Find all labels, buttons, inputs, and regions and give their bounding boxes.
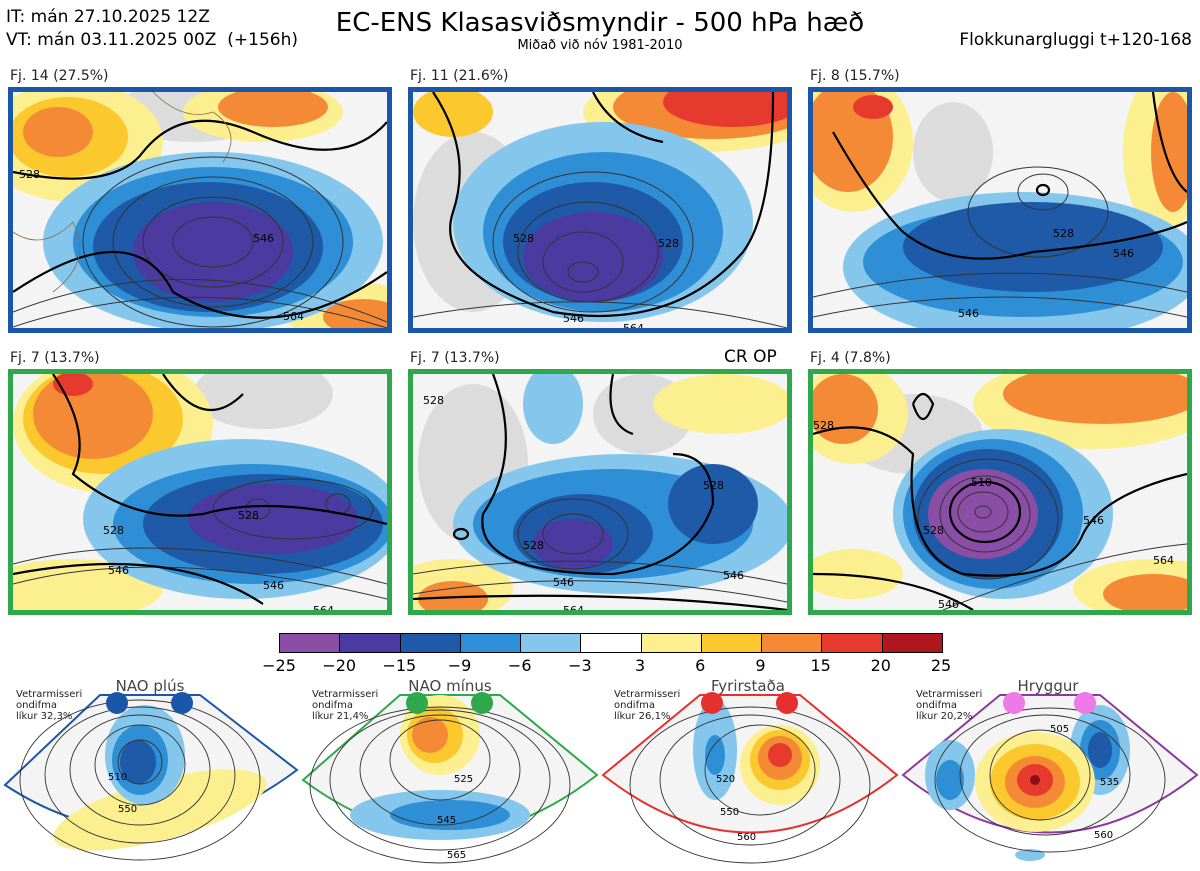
regime-note: Vetrarmisseri ondifma líkur 21,4% <box>312 689 379 722</box>
svg-text:525: 525 <box>454 774 473 785</box>
valid-time: VT: mán 03.11.2025 00Z (+156h) <box>6 30 298 50</box>
cluster-map-panel: 528 546 564 546 <box>808 87 1192 333</box>
colorbar-label: −9 <box>447 656 472 675</box>
regime-maps: 510 550 525 545 565 520 550 560 505 535 … <box>3 694 1199 864</box>
svg-text:510: 510 <box>108 772 127 783</box>
contour-label: 528 <box>703 479 724 492</box>
colorbar-label: 9 <box>755 656 766 675</box>
svg-text:520: 520 <box>716 774 735 785</box>
colorbar-segment <box>882 634 942 652</box>
svg-text:505: 505 <box>1050 724 1069 735</box>
colorbar-segment <box>460 634 522 652</box>
contour-label: 546 <box>253 232 274 245</box>
cluster-map-panel: 528 528 528 546 546 564 <box>408 369 792 615</box>
svg-text:565: 565 <box>447 850 466 861</box>
contour-label: 528 <box>1053 227 1074 240</box>
anomaly-colorbar <box>279 633 943 653</box>
colorbar-segment <box>822 634 883 652</box>
contour-label: 546 <box>938 598 959 610</box>
contour-label: 528 <box>513 232 534 245</box>
colorbar-label: −3 <box>568 656 592 675</box>
panel-caption: Fj. 11 (21.6%) <box>410 68 509 84</box>
svg-text:545: 545 <box>437 815 456 826</box>
colorbar-segment <box>581 634 642 652</box>
regime-dot-icon <box>1003 692 1025 714</box>
regime-dot-icon <box>171 692 193 714</box>
contour-label: 528 <box>923 524 944 537</box>
panel-caption: Fj. 14 (27.5%) <box>10 68 109 84</box>
control-run-tag: CR OP <box>724 347 777 367</box>
contour-label: 546 <box>1083 514 1104 527</box>
regime-dot-icon <box>776 692 798 714</box>
regime-title: Hryggur <box>1017 677 1079 695</box>
regime-title: NAO plús <box>115 677 185 695</box>
colorbar-segment <box>701 634 763 652</box>
colorbar-label: 3 <box>634 656 646 675</box>
colorbar-segment <box>641 634 702 652</box>
regime-dot-icon <box>701 692 723 714</box>
panel-caption: Fj. 7 (13.7%) <box>10 350 100 366</box>
svg-text:560: 560 <box>737 832 756 843</box>
regime-dot-icon <box>1074 692 1096 714</box>
regime-note: Vetrarmisseri ondifma líkur 20,2% <box>916 689 983 722</box>
colorbar-label: −6 <box>507 656 532 675</box>
colorbar-label: 25 <box>930 656 952 675</box>
cluster-map-panel: 510 528 528 546 546 564 <box>808 369 1192 615</box>
contour-label: 564 <box>623 322 644 328</box>
regime-dot-icon <box>471 692 493 714</box>
contour-label: 528 <box>238 509 259 522</box>
contour-label: 546 <box>723 569 744 582</box>
cluster-map-panel: 528 546 564 <box>8 87 392 333</box>
regime-dot-icon <box>106 692 128 714</box>
contour-label: 546 <box>563 312 584 325</box>
header-times: IT: mán 27.10.2025 12Z VT: mán 03.11.202… <box>6 6 298 52</box>
contour-label: 546 <box>263 579 284 592</box>
svg-text:535: 535 <box>1100 777 1119 788</box>
contour-label: 528 <box>423 394 444 407</box>
svg-text:560: 560 <box>1094 830 1113 841</box>
contour-label: 528 <box>19 168 40 181</box>
colorbar-segment <box>521 634 582 652</box>
contour-label: 528 <box>103 524 124 537</box>
colorbar-label: −20 <box>322 656 357 675</box>
colorbar-label: −25 <box>262 656 296 675</box>
contour-label: 546 <box>108 564 129 577</box>
page-subtitle: Miðað við nóv 1981-2010 <box>517 38 683 53</box>
contour-label: 528 <box>813 419 834 432</box>
regime-note: Vetrarmisseri ondifma líkur 32,3% <box>16 689 83 722</box>
classification-window: Flokkunargluggi t+120-168 <box>959 30 1192 50</box>
colorbar-segment <box>340 634 401 652</box>
page-title: EC-ENS Klasasviðsmyndir - 500 hPa hæð <box>335 8 865 38</box>
regime-title: Fyrirstaða <box>711 677 785 695</box>
colorbar-segment <box>400 634 461 652</box>
contour-label: 564 <box>1063 327 1084 328</box>
contour-label: 528 <box>523 539 544 552</box>
panel-caption: Fj. 8 (15.7%) <box>810 68 900 84</box>
panel-caption: Fj. 7 (13.7%) <box>410 350 500 366</box>
contour-label: 564 <box>563 604 584 610</box>
svg-text:550: 550 <box>118 804 137 815</box>
colorbar-segment <box>280 634 341 652</box>
colorbar-label: 20 <box>870 656 891 675</box>
colorbar-label: 15 <box>810 656 831 675</box>
colorbar-label: −15 <box>382 656 417 675</box>
regime-dot-icon <box>406 692 428 714</box>
colorbar-label: 6 <box>695 656 706 675</box>
regime-title: NAO mínus <box>408 677 492 695</box>
cluster-map-panel: 528 528 546 564 546 <box>8 369 392 615</box>
contour-label: 546 <box>1113 247 1134 260</box>
colorbar-segment <box>762 634 823 652</box>
contour-label: 546 <box>553 576 574 589</box>
svg-text:550: 550 <box>720 807 739 818</box>
contour-label: 564 <box>313 604 334 610</box>
contour-label: 510 <box>971 476 992 489</box>
panel-caption: Fj. 4 (7.8%) <box>810 350 891 366</box>
contour-label: 564 <box>1153 554 1174 567</box>
cluster-map-panel: 528 546 564 528 <box>408 87 792 333</box>
contour-label: 528 <box>658 237 679 250</box>
regime-note: Vetrarmisseri ondifma líkur 26,1% <box>614 689 681 722</box>
init-time: IT: mán 27.10.2025 12Z <box>6 7 210 27</box>
contour-label: 546 <box>958 307 979 320</box>
contour-label: 564 <box>283 310 304 323</box>
